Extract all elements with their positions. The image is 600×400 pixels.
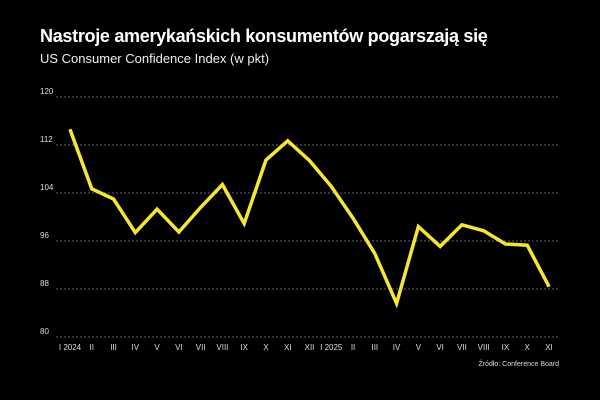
data-point — [134, 232, 136, 234]
data-point — [243, 223, 245, 225]
x-tick-label: VI — [175, 343, 183, 352]
x-tick-label: IV — [393, 343, 401, 352]
series-line — [68, 128, 551, 309]
x-tick-label: XI — [545, 343, 553, 352]
data-point — [526, 244, 528, 246]
y-tick-label: 80 — [40, 327, 49, 336]
x-tick-label: III — [371, 343, 378, 352]
x-tick-label: II — [351, 343, 355, 352]
y-tick-label: 112 — [40, 135, 53, 144]
y-tick-label: 120 — [40, 87, 54, 96]
data-point — [69, 128, 71, 130]
data-point — [483, 230, 485, 232]
data-point — [156, 208, 158, 210]
chart-title: Nastroje amerykańskich konsumentów pogar… — [40, 26, 488, 46]
data-point — [417, 226, 419, 228]
x-tick-label: IV — [132, 343, 140, 352]
data-point — [200, 206, 202, 208]
x-tick-label: X — [263, 343, 269, 352]
data-point — [91, 188, 93, 190]
x-tick-label: VII — [196, 343, 206, 352]
data-point — [352, 217, 354, 219]
data-point — [439, 245, 441, 247]
x-tick-label: V — [154, 343, 160, 352]
x-tick-label: IX — [240, 343, 248, 352]
data-point — [287, 140, 289, 142]
data-point — [309, 160, 310, 162]
data-point — [113, 198, 115, 200]
data-point — [265, 159, 267, 161]
y-tick-label: 96 — [40, 231, 49, 240]
x-tick-label: II — [90, 343, 94, 352]
data-point — [396, 302, 398, 304]
data-point — [330, 185, 332, 187]
x-tick-label: VIII — [478, 343, 490, 352]
x-tick-label: I 2025 — [320, 343, 343, 352]
x-tick-label: I 2024 — [59, 343, 82, 352]
data-point — [504, 243, 506, 245]
data-point — [178, 231, 180, 233]
x-tick-label: X — [525, 343, 531, 352]
data-point — [374, 253, 376, 255]
chart-subtitle: US Consumer Confidence Index (w pkt) — [40, 51, 270, 66]
x-tick-label: III — [110, 343, 117, 352]
x-tick-label: VI — [436, 343, 444, 352]
data-point — [221, 184, 223, 186]
y-tick-label: 104 — [40, 183, 54, 192]
x-tick-label: V — [416, 343, 422, 352]
data-point — [461, 224, 463, 226]
source-note: Źródło: Conference Board — [478, 361, 559, 368]
x-tick-label: XI — [284, 343, 292, 352]
x-tick-label: VIII — [216, 343, 228, 352]
y-tick-label: 88 — [40, 279, 49, 288]
x-tick-label: IX — [502, 343, 510, 352]
x-tick-label: XII — [305, 343, 315, 352]
data-point — [548, 286, 550, 288]
x-tick-label: VII — [457, 343, 467, 352]
